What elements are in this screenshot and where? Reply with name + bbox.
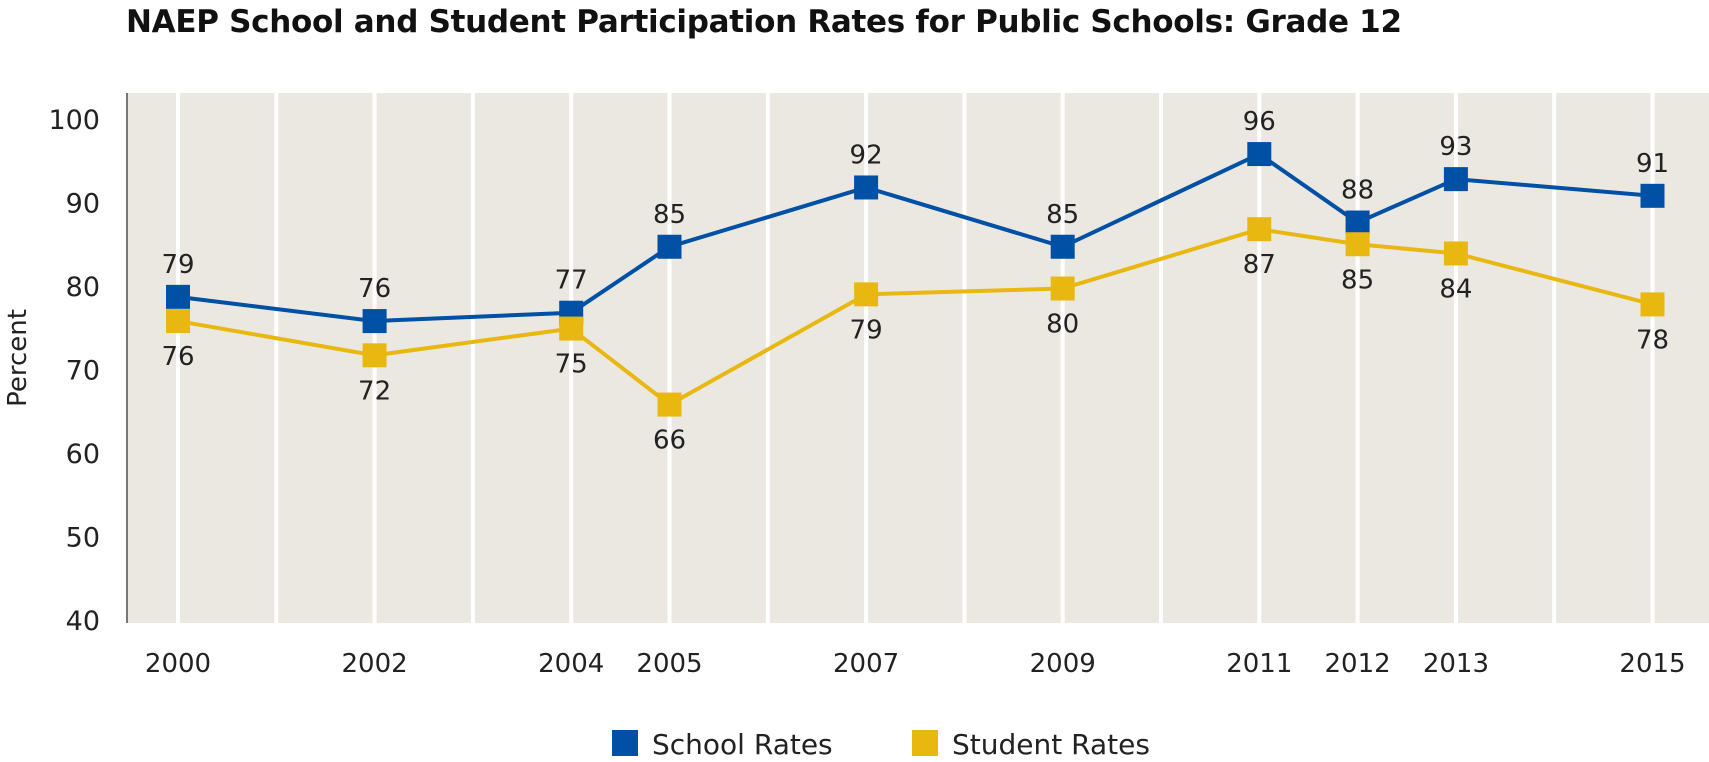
y-tick-label: 60 — [66, 439, 100, 470]
data-label: 76 — [358, 274, 391, 304]
data-marker — [1345, 232, 1370, 257]
data-marker — [1050, 234, 1075, 259]
data-marker — [166, 284, 190, 309]
x-tick-label: 2007 — [833, 649, 899, 679]
data-label: 66 — [653, 426, 686, 456]
data-label: 91 — [1636, 149, 1669, 179]
y-tick-label: 70 — [66, 356, 100, 387]
data-label: 87 — [1243, 250, 1276, 280]
x-tick-label: 2012 — [1325, 649, 1391, 679]
y-axis-label: Percent — [3, 309, 33, 407]
data-label: 75 — [555, 350, 588, 380]
data-label: 84 — [1439, 274, 1472, 304]
data-label: 96 — [1243, 107, 1276, 137]
legend-swatch — [912, 730, 938, 756]
data-marker — [657, 234, 682, 259]
data-marker — [362, 309, 387, 334]
data-label: 78 — [1636, 325, 1669, 355]
x-tick-label: 2000 — [145, 649, 211, 679]
data-marker — [854, 175, 879, 200]
data-label: 85 — [1046, 200, 1079, 230]
y-tick-label: 90 — [66, 189, 100, 220]
y-tick-label: 80 — [66, 272, 100, 303]
data-label: 92 — [850, 140, 883, 170]
data-marker — [1640, 183, 1665, 208]
data-label: 79 — [161, 250, 194, 280]
legend-label: Student Rates — [952, 728, 1150, 761]
x-tick-label: 2004 — [538, 649, 604, 679]
x-tick-label: 2011 — [1226, 649, 1292, 679]
x-tick-label: 2005 — [636, 649, 702, 679]
x-tick-label: 2009 — [1030, 649, 1096, 679]
data-marker — [657, 392, 682, 417]
data-label: 76 — [161, 342, 194, 372]
data-marker — [854, 282, 879, 307]
data-label: 85 — [653, 200, 686, 230]
data-label: 88 — [1341, 176, 1374, 206]
data-marker — [1640, 292, 1665, 317]
x-tick-label: 2015 — [1619, 649, 1685, 679]
series-line-student — [177, 227, 1654, 407]
data-label: 79 — [850, 315, 883, 345]
data-marker — [1443, 167, 1468, 192]
chart-title: NAEP School and Student Participation Ra… — [126, 4, 1402, 40]
y-tick-label: 50 — [66, 523, 100, 554]
data-marker — [362, 343, 387, 368]
data-marker — [1247, 142, 1272, 167]
data-label: 77 — [555, 266, 588, 296]
data-marker — [166, 309, 190, 334]
data-label: 80 — [1046, 310, 1079, 340]
data-marker — [1443, 241, 1468, 266]
data-label: 72 — [358, 376, 391, 406]
y-tick-label: 100 — [48, 105, 100, 136]
x-tick-label: 2013 — [1423, 649, 1489, 679]
legend-swatch — [612, 730, 638, 756]
legend-label: School Rates — [652, 728, 833, 761]
y-tick-label: 40 — [66, 606, 100, 637]
data-marker — [559, 316, 584, 341]
data-marker — [1050, 276, 1075, 301]
x-tick-label: 2002 — [342, 649, 408, 679]
series-line-school — [177, 151, 1653, 324]
data-label: 85 — [1341, 265, 1374, 295]
data-marker — [1345, 210, 1370, 235]
data-label: 93 — [1439, 132, 1472, 162]
data-marker — [1247, 217, 1272, 242]
